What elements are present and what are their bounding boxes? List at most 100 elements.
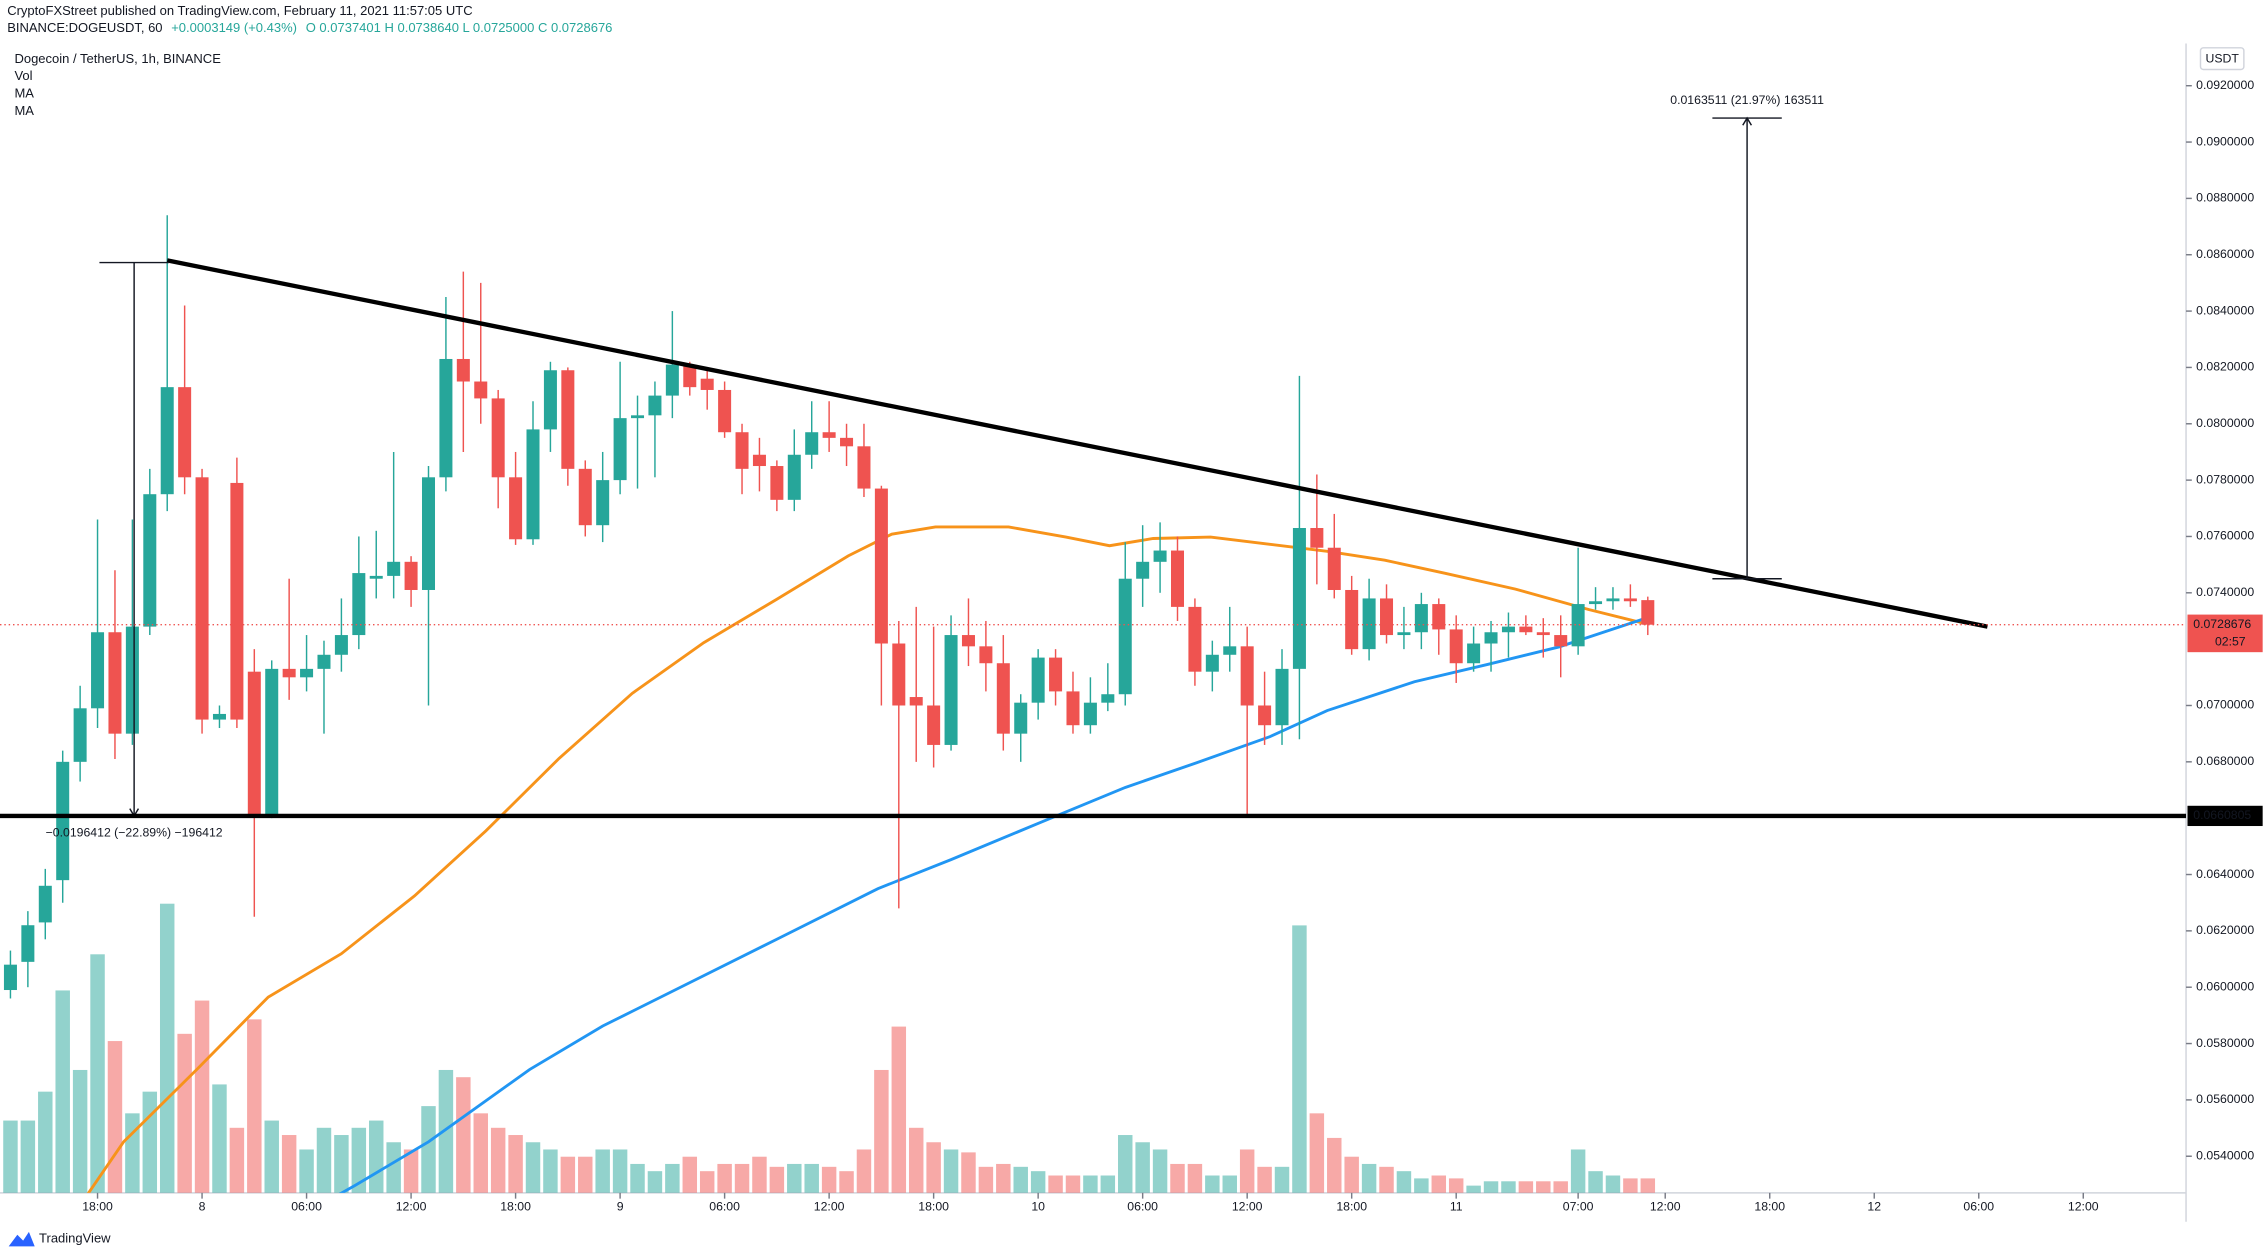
measure-label: 0.0163511 (21.97%) 163511: [1670, 93, 1824, 107]
volume-bar: [1030, 1171, 1046, 1193]
volume-bar: [647, 1171, 663, 1193]
legend-ma: MA: [14, 85, 34, 100]
candle-body: [561, 370, 575, 469]
y-tick-label: 0.0860000: [2196, 247, 2254, 261]
volume-bar: [1466, 1185, 1481, 1193]
x-tick-label: 18:00: [1336, 1200, 1367, 1214]
candle-body: [1118, 578, 1132, 695]
currency-box[interactable]: [2199, 47, 2245, 71]
candle-body: [1292, 528, 1306, 669]
volume-bar: [1100, 1175, 1116, 1193]
measure-arrow: [1742, 116, 1753, 126]
candle-body: [334, 635, 348, 655]
candle-body: [369, 575, 383, 579]
volume-bar: [508, 1135, 523, 1193]
volume-bar: [351, 1127, 367, 1193]
volume-bar: [891, 1026, 907, 1193]
volume-bar: [247, 1019, 262, 1193]
trendline: [166, 258, 1988, 629]
volume-bar: [1239, 1149, 1255, 1193]
candle-body: [265, 668, 279, 816]
x-tick-label: 18:00: [918, 1200, 949, 1214]
candle-body: [91, 632, 105, 709]
volume-bar: [978, 1166, 994, 1193]
volume-bar: [699, 1171, 715, 1193]
candle-body: [683, 364, 697, 388]
candle-body: [648, 395, 662, 416]
candle-body: [1623, 598, 1637, 602]
y-tick-label: 0.0780000: [2196, 472, 2254, 486]
candle-body: [1031, 657, 1045, 703]
y-tick-label: 0.0800000: [2196, 416, 2254, 430]
candle-body: [230, 482, 244, 720]
measure-label: −0.0196412 (−22.89%) −196412: [46, 826, 223, 840]
volume-bar: [1083, 1175, 1098, 1193]
candle-body: [387, 561, 401, 576]
candle-body: [1014, 702, 1028, 734]
volume-bar: [961, 1152, 976, 1193]
volume-bar: [804, 1163, 819, 1193]
x-tick-label: 10: [1031, 1200, 1045, 1214]
volume-bar: [1187, 1163, 1203, 1193]
volume-bar: [1344, 1156, 1359, 1193]
volume-bar: [665, 1163, 680, 1193]
x-tick-label: 9: [617, 1200, 624, 1214]
volume-bar: [107, 1041, 123, 1193]
volume-bar: [1501, 1181, 1516, 1193]
candle-body: [787, 454, 801, 500]
candle-body: [421, 477, 436, 590]
volume-bar: [769, 1166, 785, 1193]
candle-body: [1240, 646, 1254, 706]
volume-bar: [996, 1163, 1011, 1193]
volume-bar: [281, 1135, 297, 1193]
volume-bar: [299, 1149, 314, 1193]
candle-body: [805, 432, 819, 455]
candle-body: [108, 632, 122, 734]
candle-body: [996, 663, 1010, 734]
volume-bar: [125, 1113, 140, 1193]
x-tick-label: 12:00: [396, 1200, 427, 1214]
candle-body: [21, 925, 35, 962]
y-tick-label: 0.0840000: [2196, 303, 2254, 317]
x-tick-label: 18:00: [1754, 1200, 1785, 1214]
candle-body: [474, 381, 488, 399]
currency: USDT: [2205, 52, 2239, 66]
volume-bar: [369, 1120, 384, 1193]
volume-bar: [1396, 1171, 1412, 1193]
volume-bar: [578, 1156, 593, 1193]
x-tick-label: 06:00: [1963, 1200, 1994, 1214]
volume-bar: [229, 1127, 245, 1193]
last-price: 0.0728676: [2193, 617, 2251, 631]
brand-name: TradingView: [39, 1231, 111, 1246]
candle-body: [718, 389, 732, 433]
y-tick-label: 0.0900000: [2196, 134, 2254, 148]
volume-bar: [316, 1127, 332, 1193]
volume-bar: [908, 1127, 924, 1193]
candle-body: [1484, 632, 1498, 644]
volume-bar: [386, 1142, 401, 1193]
candle-body: [613, 418, 627, 481]
volume-bar: [1309, 1113, 1325, 1193]
volume-bar: [1327, 1137, 1342, 1193]
legend-title: Dogecoin / TetherUS, 1h, BINANCE: [14, 51, 221, 66]
volume-bar: [1222, 1175, 1237, 1193]
brand: TradingView: [8, 1231, 111, 1247]
candle-body: [1153, 550, 1167, 562]
volume-bar: [1257, 1166, 1272, 1193]
candle-body: [1223, 646, 1237, 655]
y-tick-label: 0.0540000: [2196, 1148, 2254, 1162]
volume-bar: [630, 1163, 645, 1193]
volume-bar: [1605, 1175, 1621, 1193]
volume-bar: [1518, 1181, 1534, 1193]
volume-bar: [1152, 1149, 1168, 1193]
last-price-box: [2187, 614, 2263, 653]
x-tick-label: 12:00: [814, 1200, 845, 1214]
candle-body: [1536, 632, 1550, 636]
x-tick-label: 12:00: [1650, 1200, 1681, 1214]
volume-bar: [1205, 1175, 1220, 1193]
candle-body: [1136, 561, 1150, 579]
volume-bar: [490, 1127, 506, 1193]
candle-body: [1362, 598, 1376, 650]
candle-body: [1397, 632, 1411, 636]
candle-body: [1188, 606, 1202, 672]
